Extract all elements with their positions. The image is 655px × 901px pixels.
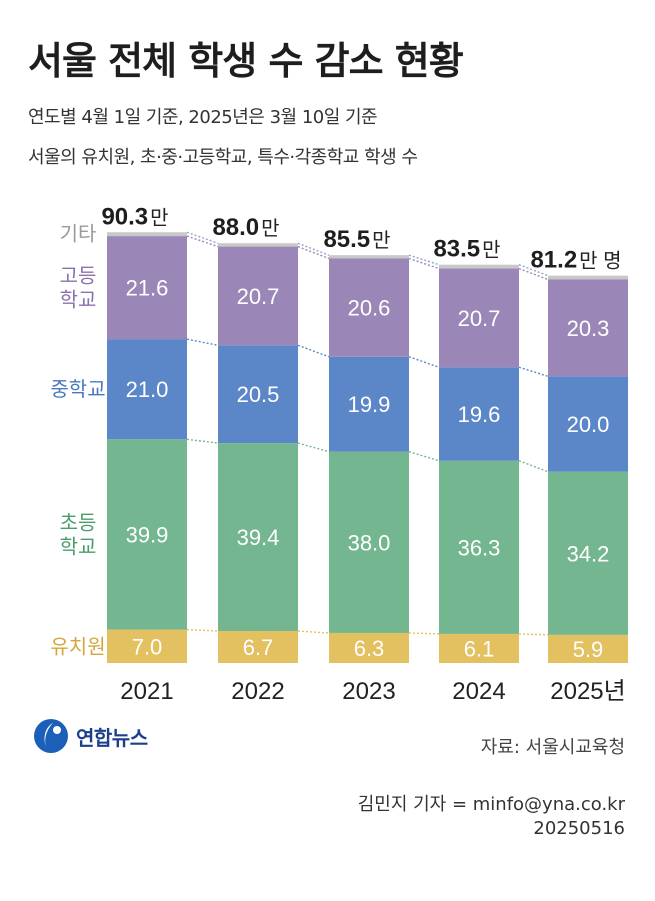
connector-line bbox=[186, 628, 219, 632]
segment-value-label: 34.2 bbox=[567, 541, 610, 566]
subtitle-line-1: 연도별 4월 1일 기준, 2025년은 3월 10일 기준 bbox=[28, 107, 378, 128]
total-label: 88.0 만 bbox=[212, 214, 279, 241]
bar-segment bbox=[439, 268, 519, 368]
segment-value-label: 20.5 bbox=[237, 382, 280, 407]
bar-segment bbox=[107, 439, 187, 630]
category-label: 2024 bbox=[452, 678, 505, 705]
connector-line bbox=[408, 254, 440, 266]
bar-segment bbox=[439, 460, 519, 634]
bar-segment bbox=[107, 629, 187, 663]
connector-line bbox=[408, 632, 440, 635]
series-label: 초등 bbox=[60, 512, 97, 534]
page-title: 서울 전체 학생 수 감소 현황 bbox=[28, 39, 464, 83]
series-label: 학교 bbox=[60, 289, 97, 312]
date-text: 20250516 bbox=[533, 818, 625, 839]
segment-value-label: 19.6 bbox=[458, 402, 501, 427]
segment-value-label: 39.9 bbox=[126, 522, 169, 547]
series-label: 기타 bbox=[60, 222, 97, 245]
credit-text: 김민지 기자 = minfo@yna.co.kr bbox=[357, 794, 625, 815]
bar-segment bbox=[218, 631, 298, 663]
category-label: 2021 bbox=[120, 678, 173, 705]
subtitle-line-2: 서울의 유치원, 초·중·고등학교, 특수·각종학교 학생 수 bbox=[28, 147, 418, 168]
segment-value-label: 36.3 bbox=[458, 535, 501, 560]
connector-line bbox=[186, 235, 219, 248]
connector-line bbox=[408, 257, 440, 270]
bar-segment bbox=[548, 279, 628, 377]
bar-segment bbox=[548, 275, 628, 280]
bar-segment bbox=[439, 633, 519, 663]
connector-line bbox=[186, 438, 219, 444]
bar-segment bbox=[107, 232, 187, 237]
segment-value-label: 6.7 bbox=[243, 635, 274, 660]
series-label: 중학교 bbox=[50, 378, 105, 401]
connector-line bbox=[518, 264, 549, 277]
category-label: 2025년 bbox=[550, 678, 625, 705]
connector-line bbox=[297, 630, 330, 634]
series-label: 유치원 bbox=[50, 635, 105, 658]
segment-value-label: 19.9 bbox=[348, 392, 391, 417]
total-label: 85.5 만 bbox=[323, 226, 390, 253]
bar-segment bbox=[329, 632, 409, 663]
category-label: 2023 bbox=[342, 678, 395, 705]
bar-segment bbox=[329, 258, 409, 357]
segment-value-label: 20.3 bbox=[567, 316, 610, 341]
total-label: 83.5 만 bbox=[433, 236, 500, 263]
total-label: 81.2 만 명 bbox=[530, 247, 621, 274]
segment-value-label: 5.9 bbox=[573, 637, 604, 662]
connector-line bbox=[186, 338, 219, 347]
category-label: 2022 bbox=[231, 678, 284, 705]
bar-segment bbox=[548, 376, 628, 472]
bar-segment bbox=[218, 345, 298, 444]
segment-value-label: 20.7 bbox=[458, 306, 501, 331]
segment-value-label: 21.6 bbox=[126, 276, 169, 301]
segment-value-label: 6.3 bbox=[354, 636, 385, 661]
connector-line bbox=[186, 231, 219, 244]
yonhap-logo-icon bbox=[34, 719, 68, 753]
segment-value-label: 39.4 bbox=[237, 525, 280, 550]
connector-line bbox=[518, 267, 549, 281]
bar-segment bbox=[218, 243, 298, 247]
bar-segment bbox=[439, 264, 519, 269]
segment-value-label: 21.0 bbox=[126, 377, 169, 402]
stacked-bar-chart: 7.0 39.9 21.0 21.6 2021 90.3 만 6.7 39.4 20.5 20.7 2… bbox=[50, 203, 628, 705]
segment-value-label: 38.0 bbox=[348, 530, 391, 555]
connector-line bbox=[297, 242, 330, 256]
bar-segment bbox=[218, 443, 298, 632]
connector-line bbox=[297, 442, 330, 453]
bar-segment bbox=[439, 367, 519, 461]
connector-line bbox=[518, 633, 549, 636]
bar-segment bbox=[107, 339, 187, 440]
bar-segment bbox=[329, 255, 409, 259]
connector-line bbox=[297, 245, 330, 260]
segment-value-label: 20.7 bbox=[237, 284, 280, 309]
bar-segment bbox=[218, 246, 298, 346]
source-text: 자료: 서울시교육청 bbox=[480, 737, 625, 758]
connector-line bbox=[408, 451, 440, 462]
segment-value-label: 7.0 bbox=[132, 634, 163, 659]
series-label: 고등 bbox=[60, 266, 97, 288]
bar-segment bbox=[548, 471, 628, 635]
connector-line bbox=[408, 356, 440, 368]
connector-line bbox=[518, 460, 549, 473]
bar-segment bbox=[107, 236, 187, 340]
logo-name: 연합뉴스 bbox=[76, 725, 148, 750]
total-label: 90.3 만 bbox=[101, 203, 168, 230]
segment-value-label: 20.6 bbox=[348, 296, 391, 321]
connector-line bbox=[518, 366, 549, 377]
bar-segment bbox=[329, 451, 409, 633]
connector-line bbox=[297, 344, 330, 358]
bar-segment bbox=[548, 634, 628, 663]
yonhap-logo: 연합뉴스 bbox=[32, 717, 148, 755]
bar-segment bbox=[329, 356, 409, 452]
segment-value-label: 6.1 bbox=[464, 636, 495, 661]
segment-value-label: 20.0 bbox=[567, 412, 610, 437]
series-label: 학교 bbox=[60, 535, 97, 558]
